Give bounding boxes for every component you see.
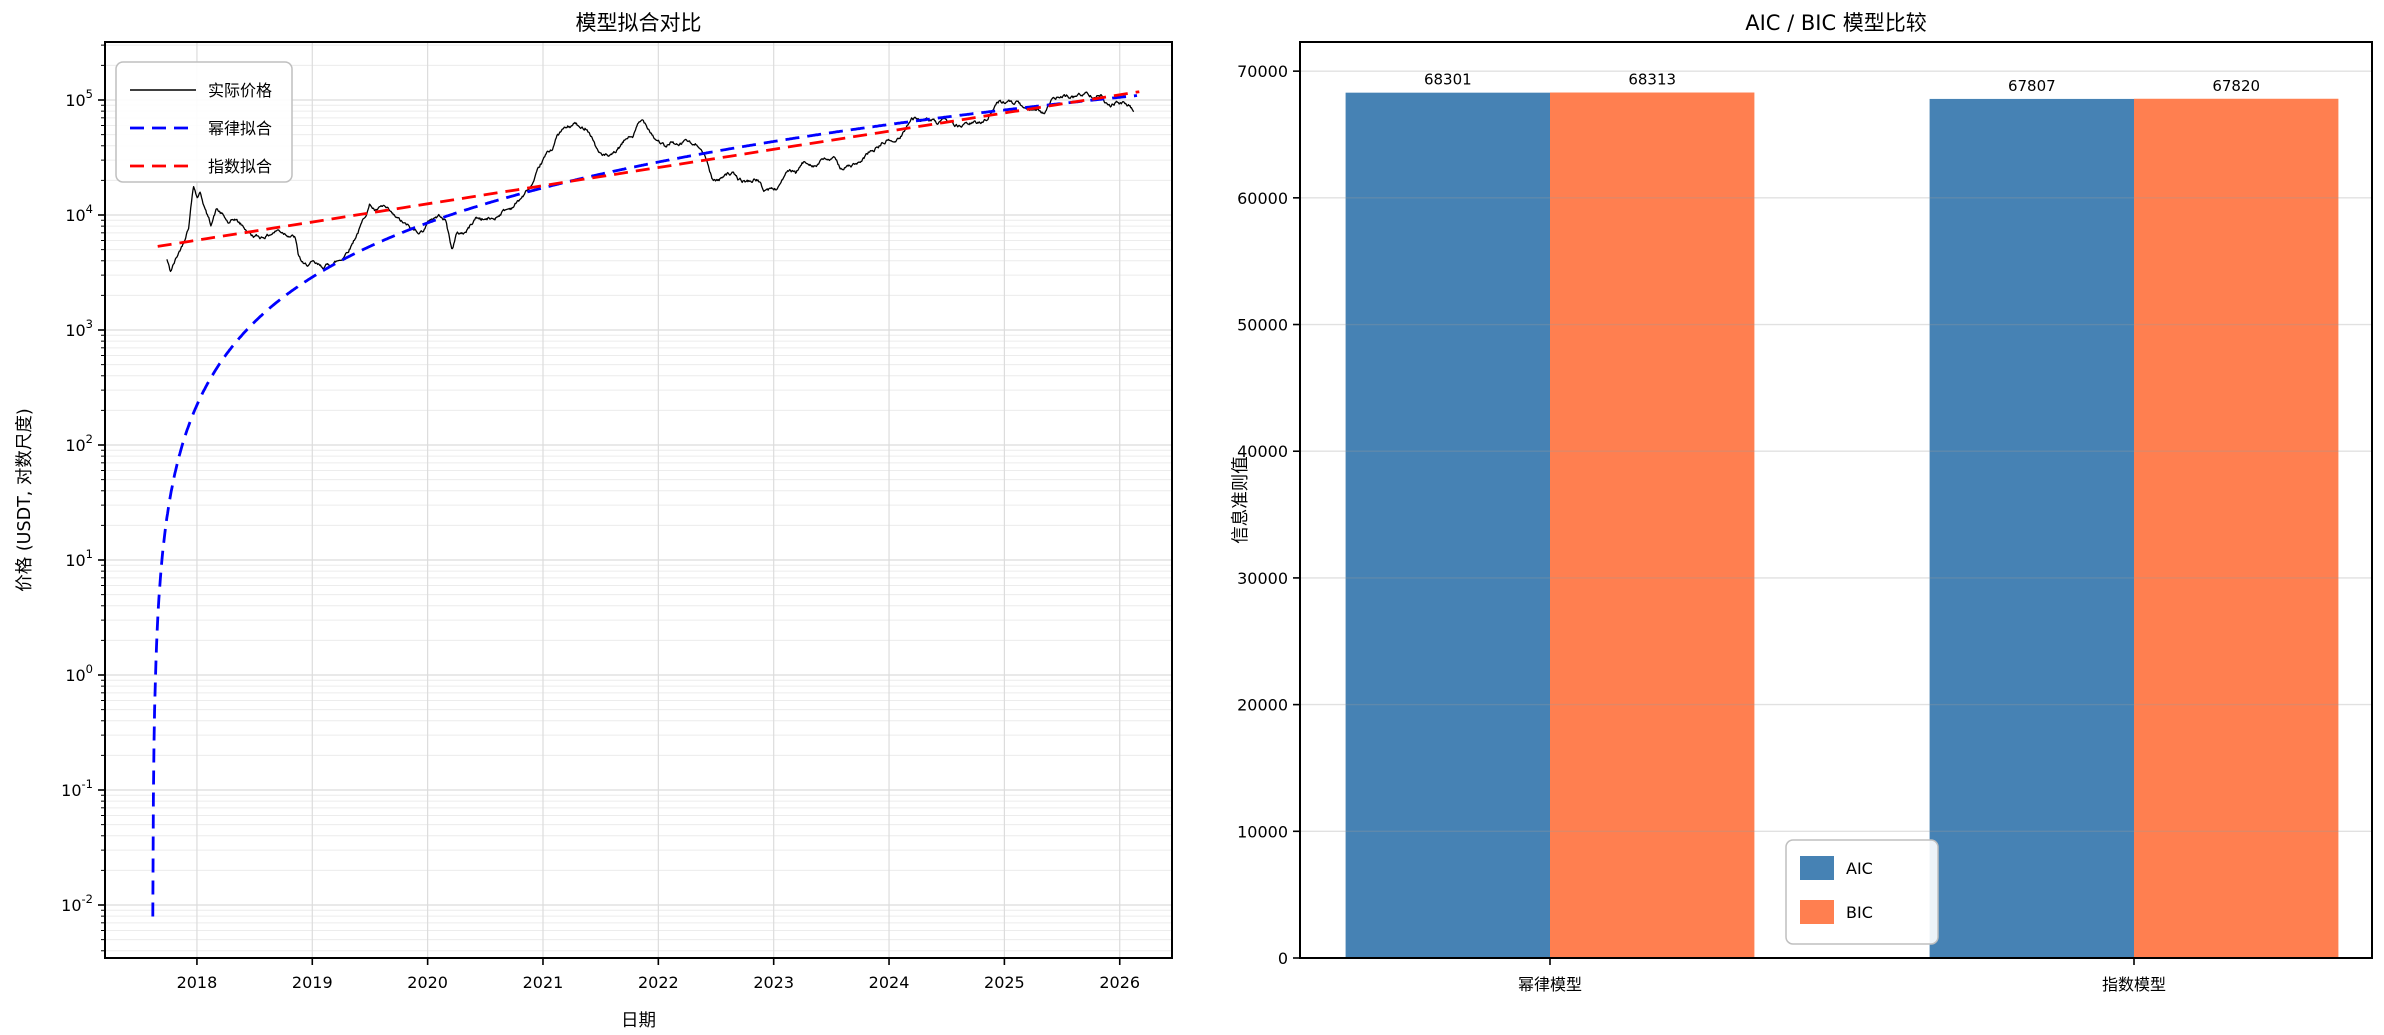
- right-legend-box: [1785, 839, 1939, 945]
- y-tick-label: 100: [65, 662, 93, 685]
- legend-label-actual: 实际价格: [208, 81, 272, 100]
- right-bars: [1345, 92, 2339, 958]
- left-chart-ylabel: 价格 (USDT, 对数尺度): [15, 408, 35, 591]
- legend-swatch-aic: [1800, 856, 1834, 880]
- bar-value-label: 68301: [1424, 71, 1472, 89]
- y-tick-label: 60000: [1237, 189, 1288, 208]
- x-tick-label: 2018: [177, 973, 218, 992]
- right-bar-labels: 68301 68313 67807 67820: [1424, 71, 2260, 95]
- y-tick-label: 105: [65, 87, 93, 110]
- y-tick-label: 103: [65, 317, 93, 340]
- right-grid: [1300, 70, 2372, 833]
- bar-value-label: 67820: [2212, 77, 2260, 95]
- x-tick-label: 2024: [869, 973, 910, 992]
- bar-value-label: 68313: [1628, 71, 1676, 89]
- x-tick-label: 2020: [407, 973, 448, 992]
- y-tick-label: 20000: [1237, 696, 1288, 715]
- y-tick-label: 101: [65, 547, 93, 570]
- y-tick-label: 0: [1278, 949, 1288, 968]
- x-tick-label: 2026: [1099, 973, 1140, 992]
- bar-bic-0: [1550, 92, 1755, 958]
- x-tick-label: 2023: [753, 973, 794, 992]
- y-tick-label: 10-2: [61, 892, 93, 915]
- left-legend-box: [115, 61, 293, 183]
- bar-aic-0: [1345, 92, 1550, 958]
- y-tick-label: 102: [65, 432, 93, 455]
- x-tick-label: 幂律模型: [1518, 975, 1582, 994]
- right-chart-ylabel: 信息准则值: [1231, 456, 1251, 544]
- left-chart-legend: 实际价格 幂律拟合 指数拟合: [115, 61, 293, 183]
- bar-value-label: 67807: [2008, 77, 2056, 95]
- left-chart-xlabel: 日期: [621, 1011, 656, 1031]
- legend-swatch-bic: [1800, 900, 1834, 924]
- x-tick-label: 2021: [523, 973, 564, 992]
- y-tick-label: 40000: [1237, 442, 1288, 461]
- left-series: [151, 90, 1140, 917]
- left-chart-axes: 10-2 10-1 100 101 102 103 104 105 2018 2019 2020 20…: [15, 11, 1173, 1031]
- y-tick-label: 70000: [1237, 62, 1288, 81]
- x-tick-label: 2025: [984, 973, 1025, 992]
- right-ticks: 0 10000 20000 30000 40000 50000 60000 70000 幂律模型…: [1237, 62, 2166, 994]
- series-exponential-fit: [157, 90, 1140, 248]
- y-tick-label: 10-1: [61, 777, 93, 800]
- legend-label-bic: BIC: [1846, 903, 1873, 922]
- left-ticks: 10-2 10-1 100 101 102 103 104 105 2018 2019 2020 20…: [61, 44, 1140, 992]
- series-actual-price: [166, 91, 1135, 273]
- y-tick-label: 10000: [1237, 822, 1288, 841]
- right-chart-legend: AIC BIC: [1785, 839, 1939, 945]
- legend-label-exponential: 指数拟合: [208, 157, 272, 176]
- left-plot-frame: [104, 41, 1173, 959]
- x-tick-label: 2019: [292, 973, 333, 992]
- right-chart-title: AIC / BIC 模型比较: [1745, 11, 1927, 35]
- left-chart-title: 模型拟合对比: [576, 11, 702, 35]
- legend-label-aic: AIC: [1846, 859, 1873, 878]
- right-chart-axes: 0 10000 20000 30000 40000 50000 60000 70000 幂律模型…: [1231, 11, 2373, 994]
- y-tick-label: 30000: [1237, 569, 1288, 588]
- y-tick-label: 104: [65, 202, 93, 225]
- right-plot-frame: [1299, 41, 2373, 959]
- x-tick-label: 指数模型: [2102, 975, 2166, 994]
- legend-label-powerlaw: 幂律拟合: [208, 119, 272, 138]
- series-power-law-fit: [151, 94, 1138, 917]
- y-tick-label: 50000: [1237, 316, 1288, 335]
- bar-bic-1: [2134, 98, 2339, 958]
- x-tick-label: 2022: [638, 973, 679, 992]
- bar-aic-1: [1929, 98, 2134, 958]
